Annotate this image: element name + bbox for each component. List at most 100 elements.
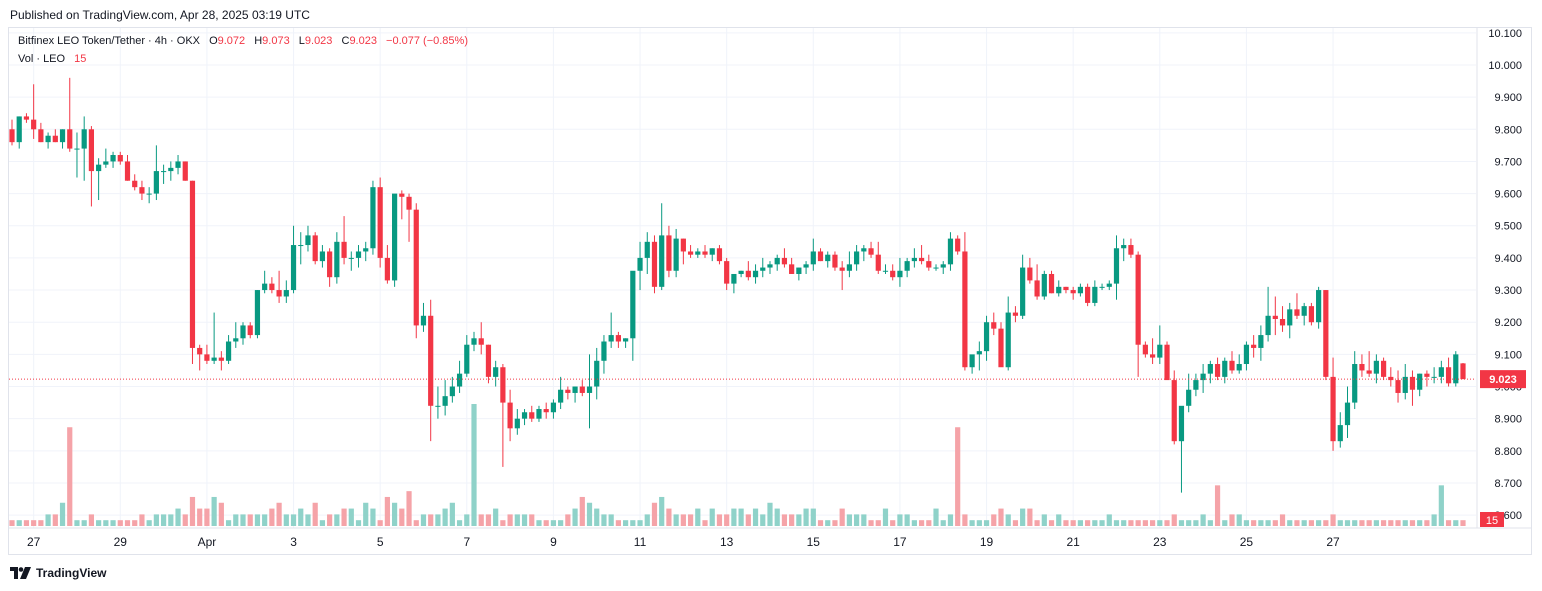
volume-bar (955, 427, 961, 526)
candle-body (117, 155, 123, 162)
candle-body (716, 248, 723, 262)
x-tick-label: 5 (377, 535, 384, 549)
change-value: −0.077 (−0.85%) (386, 35, 468, 47)
chart-frame (8, 27, 1532, 555)
candle-body (796, 267, 802, 274)
volume-bar (1272, 520, 1278, 526)
volume-bar (1445, 520, 1452, 526)
y-tick-label: 9.900 (1494, 92, 1522, 104)
volume-bar (88, 514, 95, 526)
volume-bar (471, 404, 477, 526)
volume-bar (875, 520, 881, 526)
y-tick-label: 9.400 (1494, 253, 1522, 265)
candle-body (623, 338, 629, 342)
volume-bar (74, 520, 80, 526)
volume-bar (1200, 514, 1206, 526)
candle-body (1099, 286, 1105, 288)
volume-bar (96, 520, 102, 526)
candle-body (88, 129, 95, 172)
brand-label: TradingView (36, 566, 107, 580)
volume-bar (767, 502, 773, 526)
candle-body (211, 357, 217, 361)
y-tick-label: 9.300 (1494, 285, 1522, 297)
low-label: L (298, 35, 305, 47)
candle-body (1395, 380, 1401, 393)
candle-body (363, 248, 369, 252)
candle-body (695, 251, 701, 255)
volume-bar (1402, 520, 1408, 526)
volume-bar (1149, 520, 1156, 526)
candle-body (247, 325, 253, 336)
volume-bar (507, 514, 513, 526)
volume-bar (348, 508, 354, 526)
volume-label: Vol · LEO (18, 53, 66, 65)
candle-body (1294, 309, 1300, 316)
volume-bar (868, 520, 874, 526)
volume-bar (442, 508, 448, 526)
candle-body (377, 187, 383, 258)
volume-bar (38, 520, 44, 526)
volume-bar (334, 514, 340, 526)
volume-bar (1214, 485, 1221, 526)
volume-bar (370, 508, 376, 526)
volume-bar (377, 520, 383, 526)
volume-bar (189, 496, 196, 526)
volume-bar (716, 514, 723, 526)
volume-bar (1251, 520, 1257, 526)
volume-bar (1128, 520, 1134, 526)
candle-body (817, 251, 824, 262)
tradingview-brand[interactable]: TradingView (10, 566, 106, 580)
candle-body (543, 409, 549, 413)
candle-body (1157, 344, 1163, 358)
volume-bar (456, 520, 463, 526)
volume-bar (521, 514, 528, 526)
candle-body (312, 235, 318, 262)
candle-body (392, 193, 398, 281)
candle-body (875, 254, 881, 271)
x-tick-label: 21 (1066, 535, 1080, 549)
volume-bar (204, 508, 210, 526)
volume-bar (1431, 514, 1437, 526)
candle-body (348, 257, 354, 259)
volume-bar (1186, 520, 1192, 526)
volume-bar (1438, 485, 1444, 526)
candle-body (1193, 380, 1199, 390)
candle-body (197, 347, 203, 355)
volume-bar (608, 514, 614, 526)
volume-bar (363, 502, 369, 526)
x-tick-label: 27 (1326, 535, 1340, 549)
volume-bar (52, 514, 58, 526)
candle-body (59, 129, 66, 143)
last-volume-tag (1480, 512, 1504, 527)
candle-body (1178, 405, 1185, 442)
volume-bar (673, 514, 679, 526)
candle-body (1380, 360, 1387, 377)
volume-bar (529, 514, 535, 526)
candle-body (825, 254, 831, 262)
volume-bar (1092, 520, 1098, 526)
candle-body (276, 290, 282, 297)
candle-body (305, 235, 311, 246)
candle-body (124, 161, 131, 181)
volume-bar (861, 514, 867, 526)
candle-body (1301, 306, 1307, 316)
candle-body (132, 180, 138, 188)
x-tick-label: 13 (720, 535, 734, 549)
candle-body (67, 129, 73, 149)
volume-bar (1207, 520, 1213, 526)
volume-bar (586, 502, 593, 526)
y-tick-label: 8.800 (1494, 446, 1522, 458)
volume-bar (890, 520, 896, 526)
volume-bar (1157, 520, 1163, 526)
volume-bar (283, 514, 289, 526)
candle-body (890, 270, 896, 278)
candle-body (103, 161, 109, 165)
candle-body (861, 248, 867, 252)
symbol-label: Bitfinex LEO Token/Tether · 4h · OKX (18, 35, 200, 47)
volume-bar (1395, 520, 1401, 526)
volume-bar (1178, 520, 1185, 526)
candle-body (601, 341, 607, 361)
volume-bar (218, 502, 224, 526)
candle-body (478, 338, 484, 345)
